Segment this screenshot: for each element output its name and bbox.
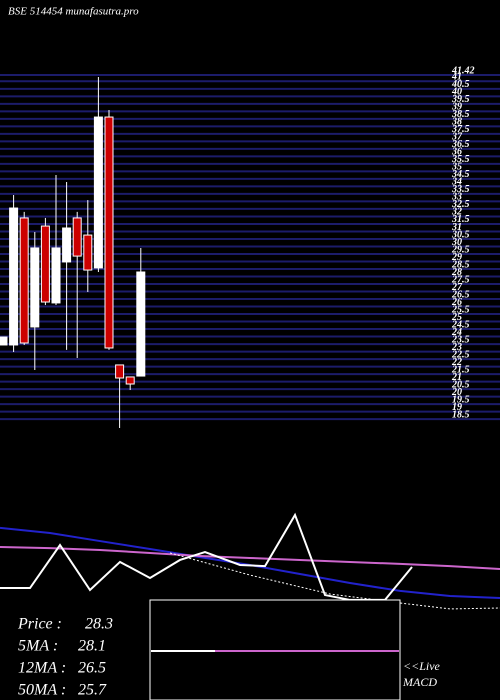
- y-tick-label: 41.42: [451, 65, 475, 76]
- y-tick-label: 25.5: [451, 304, 470, 315]
- candle-body: [30, 247, 40, 328]
- y-tick-label: 36.5: [451, 139, 470, 150]
- y-tick-label: 41: [451, 72, 462, 83]
- candle-body: [93, 116, 103, 269]
- y-tick-label: 36: [451, 147, 462, 158]
- info-label: 5MA :: [18, 638, 58, 655]
- y-tick-label: 38: [451, 117, 462, 128]
- y-tick-label: 22: [451, 357, 462, 368]
- indicator-line: [169, 552, 500, 610]
- y-tick-label: 40.5: [451, 79, 470, 90]
- candle-body: [125, 376, 135, 385]
- y-tick-label: 34.5: [451, 169, 470, 180]
- candle-body: [104, 116, 114, 349]
- candle-body: [0, 336, 8, 346]
- y-tick-label: 18.5: [452, 409, 470, 420]
- y-tick-label: 29: [451, 252, 462, 263]
- candle-body: [72, 217, 82, 257]
- y-tick-label: 28: [451, 267, 462, 278]
- info-value: 25.7: [78, 682, 107, 699]
- y-tick-label: 40: [451, 87, 462, 98]
- info-label: 12MA :: [18, 660, 66, 677]
- live-label: <<Live: [403, 659, 441, 673]
- macd-label: MACD: [402, 675, 437, 689]
- info-value: 28.1: [78, 638, 106, 655]
- candle-body: [62, 227, 72, 263]
- y-tick-label: 20.5: [451, 379, 470, 390]
- y-tick-label: 38.5: [451, 109, 470, 120]
- candle-body: [19, 217, 29, 344]
- y-tick-label: 31.5: [451, 214, 470, 225]
- indicator-line: [0, 546, 500, 570]
- y-tick-label: 20: [451, 387, 462, 398]
- candle-body: [9, 207, 19, 346]
- y-tick-label: 37.5: [451, 124, 470, 135]
- y-tick-label: 29.5: [451, 244, 470, 255]
- y-tick-label: 21: [451, 372, 462, 383]
- candle-body: [40, 225, 50, 303]
- candle-body: [83, 234, 93, 271]
- info-label: 50MA :: [18, 682, 66, 699]
- y-tick-label: 35.5: [451, 154, 470, 165]
- candle-body: [51, 247, 61, 304]
- info-label: Price :: [17, 616, 62, 633]
- y-tick-label: 34: [451, 177, 462, 188]
- candle-body: [115, 364, 125, 379]
- y-tick-label: 26: [451, 297, 462, 308]
- indicator-line: [0, 512, 413, 601]
- y-tick-label: 32: [451, 207, 462, 218]
- y-tick-label: 37: [451, 132, 463, 143]
- y-tick-label: 28.5: [451, 259, 470, 270]
- y-tick-label: 22.5: [451, 349, 470, 360]
- y-tick-label: 19: [452, 402, 462, 413]
- y-tick-label: 23: [451, 342, 462, 353]
- y-tick-label: 24: [451, 327, 462, 338]
- indicator-line: [0, 526, 500, 599]
- y-tick-label: 24.5: [451, 319, 470, 330]
- y-tick-label: 27: [451, 282, 463, 293]
- y-tick-label: 19.5: [452, 394, 470, 405]
- y-tick-label: 35: [451, 162, 462, 173]
- y-tick-label: 30: [451, 237, 462, 248]
- y-tick-label: 32.5: [451, 199, 470, 210]
- y-tick-label: 26.5: [451, 289, 470, 300]
- y-tick-label: 30.5: [451, 229, 470, 240]
- chart-title: BSE 514454 munafasutra.pro: [8, 6, 139, 18]
- candle-body: [136, 271, 146, 377]
- y-tick-label: 21.5: [451, 364, 470, 375]
- y-tick-label: 31: [451, 222, 462, 233]
- y-tick-label: 39.5: [451, 94, 470, 105]
- info-value: 28.3: [85, 616, 113, 633]
- info-value: 26.5: [78, 660, 106, 677]
- y-tick-label: 25: [451, 312, 462, 323]
- y-tick-label: 33.5: [451, 184, 470, 195]
- y-tick-label: 33: [451, 192, 462, 203]
- y-tick-label: 27.5: [451, 274, 470, 285]
- y-tick-label: 23.5: [451, 334, 470, 345]
- y-tick-label: 39: [451, 102, 462, 113]
